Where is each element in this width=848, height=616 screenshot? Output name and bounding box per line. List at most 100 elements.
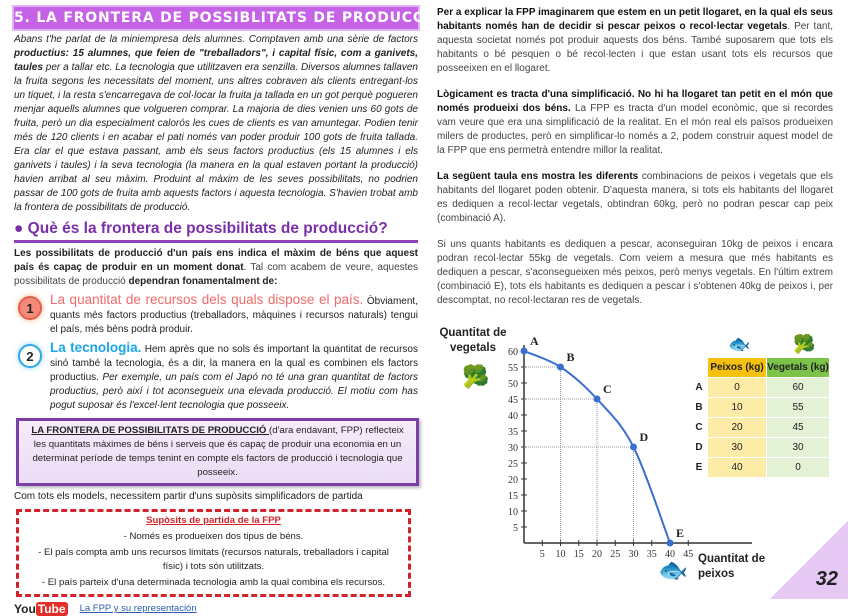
right-column: Per a explicar la FPP imaginarem que est… <box>437 6 833 610</box>
heading-text: Què és la frontera de possibilitats de p… <box>27 220 388 237</box>
veg-value: 30 <box>767 438 829 457</box>
point-label-D: D <box>640 430 649 444</box>
row-label: B <box>695 402 703 413</box>
factor-text: Òbviament, quants més factors productius… <box>50 296 418 335</box>
factor-row-1: 1 La quantitat de recursos dels quals di… <box>18 293 418 337</box>
veg-value: 55 <box>767 398 829 417</box>
header-vegetables: Vegetals (kg) <box>767 358 829 377</box>
y-tick-label: 20 <box>508 475 518 486</box>
x-tick-label: 40 <box>665 549 675 560</box>
assumptions-box: Supòsits de partida de la FPP - Només es… <box>16 509 411 597</box>
bold-text: Per a explicar la FPP imaginarem que est… <box>437 7 833 32</box>
intro-bold: productius: 15 alumnes, que feien de "tr… <box>14 48 418 73</box>
right-paragraph-4: Si uns quants habitants es dediquen a pe… <box>437 239 833 306</box>
bold-text: Lògicament es tracta d'una simplificació… <box>437 89 833 114</box>
point-label-C: C <box>603 382 612 396</box>
factor-text: Hem après que no sols és important la qu… <box>50 344 418 383</box>
video-link[interactable]: La FPP y su representación <box>79 603 197 614</box>
x-axis-label: Quantitat de peixos <box>698 553 766 580</box>
youtube-logo[interactable]: You Tube <box>14 601 68 616</box>
assumption-item: - El país parteix d'una determinada tecn… <box>41 577 386 588</box>
intro-text-2: per a tallar etc. La tecnologia que util… <box>14 62 418 213</box>
factor-item-2: La tecnologia. Hem après que no sols és … <box>50 341 418 413</box>
fish-value: 10 <box>708 398 766 417</box>
x-tick-label: 30 <box>629 549 639 560</box>
definition-box: LA FRONTERA DE POSSIBILITATS DE PRODUCCI… <box>16 418 419 486</box>
fish-value: 0 <box>708 378 766 397</box>
y-tick-label: 35 <box>508 427 518 438</box>
number-badge-1: 1 <box>18 296 42 320</box>
point-label-A: A <box>530 334 539 348</box>
y-tick-label: 45 <box>508 395 518 406</box>
number-badge-2: 2 <box>18 344 42 368</box>
fish-value: 30 <box>708 438 766 457</box>
chart-area: Quantitat de vegetals Quantitat de peixo… <box>430 320 841 610</box>
section-heading: ● Què és la frontera de possibilitats de… <box>14 219 418 243</box>
x-tick-label: 15 <box>574 549 584 560</box>
factor-item-1: La quantitat de recursos dels quals disp… <box>50 293 418 337</box>
table-row: E 40 0 <box>691 458 829 477</box>
x-tick-label: 45 <box>683 549 693 560</box>
veg-value: 45 <box>767 418 829 437</box>
table-row: B 10 55 <box>691 398 829 417</box>
fish-icon-small: 🐟 <box>728 334 751 354</box>
y-tick-label: 10 <box>508 507 518 518</box>
x-tick-label: 25 <box>610 549 620 560</box>
text: combinacions de peixos i vegetals que el… <box>437 171 833 224</box>
fish-icon: 🐟 <box>658 557 688 584</box>
combinations-table: Peixos (kg) Vegetals (kg) A 0 60 B 10 55 C 20 45 D… <box>690 357 830 478</box>
def-bold: Les possibilitats de producció d'un país… <box>14 248 418 273</box>
term: LA FRONTERA DE POSSIBILITATS DE PRODUCCI… <box>31 425 270 436</box>
y-tick-label: 55 <box>508 363 518 374</box>
point-D <box>630 443 637 451</box>
text: . Per tant, aquesta societat només pot p… <box>437 21 834 74</box>
y-tick-label: 15 <box>508 491 518 502</box>
assumptions-heading: Supòsits de partida de la FPP <box>146 515 281 526</box>
bullet-icon: ● <box>14 220 28 237</box>
right-paragraph-2: Lògicament es tracta d'una simplificació… <box>437 88 833 158</box>
assumption-item: - Només es produeixen dos tipus de béns. <box>123 530 304 542</box>
factor-title: La quantitat de recursos dels quals disp… <box>50 292 364 307</box>
right-paragraph-3: La següent taula ens mostra les diferent… <box>437 170 833 226</box>
fpp-chart: 5 10 15 20 25 30 35 40 45 5 10 15 20 25 30 35 40 45 50 55 60… <box>508 334 752 560</box>
x-tick-label: 5 <box>540 549 545 560</box>
veg-value: 0 <box>767 458 829 477</box>
y-tick-label: 40 <box>508 411 518 422</box>
factor-row-2: 2 La tecnologia. Hem après que no sols é… <box>18 341 418 413</box>
intro-paragraph: Abans t'he parlat de la miniempresa dels… <box>14 33 418 215</box>
right-paragraph-1: Per a explicar la FPP imaginarem que est… <box>437 6 833 76</box>
definition-text: (d'ara endavant, FPP) reflecteix les qua… <box>32 425 404 478</box>
x-tick-label: 35 <box>647 549 657 560</box>
text: La FPP es tracta d'un model econòmic, qu… <box>437 103 834 156</box>
y-axis-label: Quantitat de vegetals <box>439 327 507 354</box>
point-C <box>593 395 601 403</box>
table-header-row: Peixos (kg) Vegetals (kg) <box>691 358 829 377</box>
page-corner <box>770 521 848 599</box>
point-label-E: E <box>676 526 684 540</box>
row-label: C <box>695 422 703 433</box>
header-fish: Peixos (kg) <box>708 358 766 377</box>
left-column: 5. LA FRONTERA DE POSSIBLITATS DE PRODUC… <box>12 5 442 616</box>
fish-value: 40 <box>708 458 766 477</box>
fish-value: 20 <box>708 418 766 437</box>
y-tick-label: 60 <box>508 347 518 358</box>
table-row: D 30 30 <box>691 438 829 457</box>
y-tick-label: 50 <box>508 379 518 390</box>
row-label: A <box>695 382 703 393</box>
row-label: D <box>695 442 703 453</box>
models-text: Com tots els models, necessitem partir d… <box>14 491 363 502</box>
point-E <box>666 539 674 547</box>
veg-value: 60 <box>767 378 829 397</box>
broccoli-icon-small: 🥦 <box>793 334 816 354</box>
table-row: A 0 60 <box>691 378 829 397</box>
y-tick-label: 5 <box>513 523 518 534</box>
bold-text: La següent taula ens mostra les diferent… <box>437 171 639 182</box>
def-bold-2: dependran fonamentalment de: <box>128 276 278 287</box>
footer: You Tube La FPP y su representación <box>14 601 420 616</box>
factor-example: Per exemple, un país com el Japó no té u… <box>50 372 418 411</box>
definition-paragraph: Les possibilitats de producció d'un país… <box>14 247 418 289</box>
point-B <box>557 363 564 371</box>
point-A <box>520 347 528 355</box>
y-tick-label: 25 <box>508 459 518 470</box>
def-text: . Tal com acabem de veure, aquestes poss… <box>14 262 418 287</box>
